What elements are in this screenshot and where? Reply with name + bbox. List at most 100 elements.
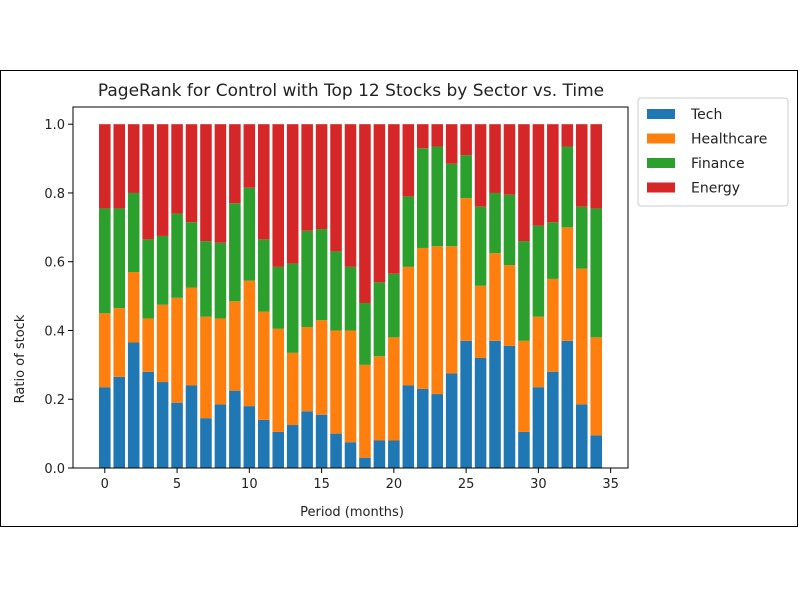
bar-energy-19 <box>373 124 386 283</box>
bar-energy-24 <box>445 124 458 164</box>
bar-tech-26 <box>474 357 487 468</box>
y-axis: 0.0 0.2 0.4 0.6 0.8 1.0 <box>44 118 73 477</box>
y-tick-label: 0.8 <box>44 187 65 202</box>
bar-energy-7 <box>200 124 212 242</box>
x-tick-label: 10 <box>241 477 258 492</box>
bar-energy-13 <box>286 124 299 264</box>
bar-energy-3 <box>142 124 154 240</box>
legend-swatch-energy <box>647 182 675 193</box>
bar-finance-22 <box>416 148 429 248</box>
bar-healthcare-9 <box>229 301 241 391</box>
bar-healthcare-28 <box>503 265 516 346</box>
bar-tech-6 <box>185 385 198 468</box>
bar-energy-30 <box>532 124 545 226</box>
bar-energy-11 <box>258 124 270 240</box>
bar-finance-4 <box>156 235 169 305</box>
bar-tech-4 <box>156 382 169 468</box>
bar-healthcare-34 <box>590 337 602 436</box>
bar-tech-24 <box>445 373 458 468</box>
bar-tech-1 <box>113 376 126 468</box>
y-tick-label: 0.0 <box>44 462 65 477</box>
bar-tech-3 <box>142 371 154 468</box>
bar-tech-9 <box>229 390 241 468</box>
bar-energy-31 <box>547 124 559 223</box>
bar-tech-2 <box>127 342 140 468</box>
bar-tech-32 <box>561 340 574 468</box>
x-tick-label: 35 <box>602 477 619 492</box>
bar-finance-11 <box>258 239 270 312</box>
bar-healthcare-25 <box>460 198 472 341</box>
bar-finance-14 <box>301 230 313 328</box>
bar-finance-7 <box>200 241 212 317</box>
bar-healthcare-1 <box>113 308 126 377</box>
x-axis-label: Period (months) <box>300 505 404 520</box>
bar-energy-2 <box>127 124 140 193</box>
x-tick-label: 0 <box>101 477 109 492</box>
bar-healthcare-33 <box>575 268 588 405</box>
bar-finance-1 <box>113 208 126 309</box>
y-tick-label: 0.6 <box>44 256 65 271</box>
bar-tech-25 <box>460 340 472 468</box>
bar-energy-0 <box>99 124 111 209</box>
bar-finance-19 <box>373 282 386 357</box>
x-tick-label: 15 <box>313 477 330 492</box>
legend-label-energy: Energy <box>691 181 740 197</box>
bar-finance-20 <box>388 273 400 338</box>
bar-finance-5 <box>171 213 183 298</box>
bar-tech-16 <box>330 433 342 468</box>
bar-finance-2 <box>127 192 140 273</box>
x-tick-label: 25 <box>458 477 475 492</box>
legend-swatch-healthcare <box>647 133 675 144</box>
bar-tech-34 <box>590 435 602 468</box>
y-axis-label: Ratio of stock <box>13 314 28 403</box>
bar-tech-27 <box>489 340 501 468</box>
y-tick-label: 0.4 <box>44 324 65 339</box>
bar-tech-31 <box>547 371 559 468</box>
chart-svg: PageRank for Control with Top 12 Stocks … <box>13 81 789 520</box>
bar-finance-12 <box>272 266 285 329</box>
bar-energy-10 <box>243 124 256 188</box>
y-tick-label: 1.0 <box>44 118 65 133</box>
bar-healthcare-22 <box>416 247 429 389</box>
bar-healthcare-20 <box>388 337 400 441</box>
bar-energy-5 <box>171 124 183 214</box>
legend-label-finance: Finance <box>691 156 745 172</box>
chart-frame: PageRank for Control with Top 12 Stocks … <box>0 70 798 527</box>
bar-energy-14 <box>301 124 313 231</box>
bar-energy-9 <box>229 124 241 204</box>
bar-energy-33 <box>575 124 588 207</box>
bar-energy-28 <box>503 124 516 195</box>
plot-border <box>72 106 629 469</box>
bar-healthcare-17 <box>344 330 357 443</box>
bar-finance-23 <box>431 146 443 247</box>
bar-finance-0 <box>99 208 111 314</box>
bar-healthcare-4 <box>156 304 169 383</box>
bar-finance-13 <box>286 263 299 353</box>
bar-tech-12 <box>272 431 285 468</box>
y-tick-label: 0.2 <box>44 393 65 408</box>
bar-healthcare-12 <box>272 328 285 432</box>
bar-tech-18 <box>359 457 371 468</box>
bar-energy-29 <box>518 124 530 242</box>
bar-energy-12 <box>272 124 285 267</box>
bar-tech-23 <box>431 394 443 468</box>
x-tick-label: 30 <box>530 477 547 492</box>
bar-healthcare-23 <box>431 246 443 395</box>
bar-tech-19 <box>373 440 386 468</box>
bar-tech-20 <box>388 440 400 468</box>
bar-healthcare-16 <box>330 330 342 434</box>
bar-energy-23 <box>431 124 443 147</box>
bar-healthcare-15 <box>315 320 328 415</box>
legend-box <box>637 97 789 207</box>
bar-energy-17 <box>344 124 357 267</box>
bar-energy-18 <box>359 124 371 303</box>
bar-finance-32 <box>561 146 574 228</box>
bar-healthcare-8 <box>214 318 227 405</box>
bar-healthcare-14 <box>301 327 313 412</box>
bar-healthcare-30 <box>532 316 545 388</box>
bar-energy-34 <box>590 124 602 209</box>
bar-tech-15 <box>315 414 328 468</box>
bar-energy-8 <box>214 124 227 243</box>
bar-finance-3 <box>142 239 154 319</box>
bar-energy-26 <box>474 124 487 207</box>
